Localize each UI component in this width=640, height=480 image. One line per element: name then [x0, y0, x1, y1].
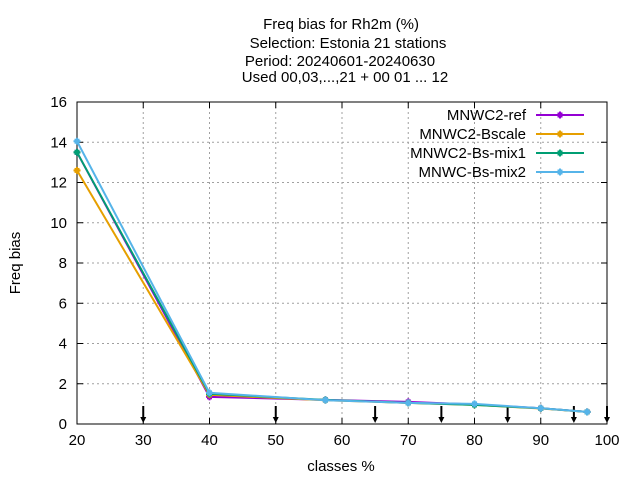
data-point: [537, 404, 545, 412]
arrow-marker: [272, 406, 279, 423]
data-point: [73, 137, 81, 145]
arrow-marker: [570, 406, 577, 423]
x-tick-label: 80: [466, 432, 483, 449]
legend-label: MNWC-Bs-mix2: [419, 164, 526, 181]
marker-core: [74, 149, 80, 155]
y-tick-label: 14: [50, 134, 67, 151]
data-point: [73, 148, 81, 156]
x-tick-label: 20: [69, 432, 86, 449]
y-tick-label: 16: [50, 94, 67, 111]
y-tick-label: 2: [59, 376, 67, 393]
y-tick-label: 10: [50, 215, 67, 232]
y-tick-label: 8: [59, 255, 67, 272]
marker-core: [557, 131, 563, 137]
arrow-head: [140, 417, 147, 423]
data-point: [583, 408, 591, 416]
arrow-marker: [372, 406, 379, 423]
legend: MNWC2-ref MNWC2-Bscale MNWC2-Bs-mix1 MNWC-B…: [410, 107, 584, 181]
marker-core: [557, 150, 563, 156]
x-tick-label: 90: [532, 432, 549, 449]
title-line-4: Used 00,03,...,21 + 00 01 ... 12: [242, 69, 448, 86]
legend-marker: [556, 168, 564, 176]
marker-core: [584, 409, 590, 415]
arrow-head: [570, 417, 577, 423]
marker-core: [405, 400, 411, 406]
legend-item: MNWC2-Bs-mix1: [410, 145, 584, 162]
arrow-head: [438, 417, 445, 423]
marker-core: [538, 405, 544, 411]
legend-item: MNWC2-ref: [447, 107, 584, 124]
marker-core: [557, 169, 563, 175]
legend-item: MNWC2-Bscale: [419, 126, 584, 143]
arrow-marker: [438, 406, 445, 423]
title-line-1: Freq bias for Rh2m (%): [263, 16, 419, 33]
data-point: [404, 399, 412, 407]
y-tick-label: 12: [50, 175, 67, 192]
x-tick-label: 30: [135, 432, 152, 449]
arrow-markers: [140, 406, 610, 423]
x-axis-label: classes %: [307, 458, 375, 475]
marker-core: [557, 112, 563, 118]
marker-core: [207, 390, 212, 396]
legend-item: MNWC-Bs-mix2: [419, 164, 584, 181]
series-group: [73, 137, 591, 416]
x-tick-label: 40: [201, 432, 218, 449]
arrow-marker: [140, 406, 147, 423]
arrow-head: [372, 417, 379, 423]
series-line: [76, 151, 588, 413]
marker-core: [322, 397, 328, 403]
legend-label: MNWC2-Bscale: [419, 126, 526, 143]
x-tick-label: 60: [334, 432, 351, 449]
y-axis-label: Freq bias: [7, 232, 24, 295]
axis-ticks: 20 30 40 50 60 70 80 90 100 0 2 4 6 8 10 12 14 16: [50, 94, 619, 449]
legend-marker: [556, 130, 564, 138]
x-tick-label: 70: [400, 432, 417, 449]
y-tick-label: 6: [59, 295, 67, 312]
legend-marker: [556, 149, 564, 157]
title-line-3: Period: 20240601-20240630: [245, 53, 435, 70]
series-3: [73, 137, 591, 416]
marker-core: [74, 167, 80, 173]
arrow-head: [504, 417, 511, 423]
data-point: [206, 389, 213, 397]
grid: [77, 102, 607, 424]
arrow-head: [604, 417, 610, 423]
arrow-marker: [604, 406, 610, 423]
arrow-marker: [504, 406, 511, 423]
title-line-2: Selection: Estonia 21 stations: [250, 35, 447, 52]
series-1: [73, 166, 591, 416]
legend-label: MNWC2-Bs-mix1: [410, 145, 526, 162]
arrow-head: [272, 417, 279, 423]
legend-marker: [556, 111, 564, 119]
legend-label: MNWC2-ref: [447, 107, 527, 124]
series-line: [76, 151, 588, 413]
marker-core: [472, 401, 477, 407]
series-line: [76, 140, 588, 413]
data-point: [73, 166, 81, 174]
y-tick-label: 4: [59, 336, 67, 353]
data-point: [321, 396, 329, 404]
marker-core: [74, 138, 80, 144]
x-tick-label: 100: [594, 432, 619, 449]
x-tick-label: 50: [267, 432, 284, 449]
y-tick-label: 0: [59, 416, 67, 433]
data-point: [471, 400, 478, 408]
chart-title: Freq bias for Rh2m (%) Selection: Estoni…: [242, 16, 448, 86]
